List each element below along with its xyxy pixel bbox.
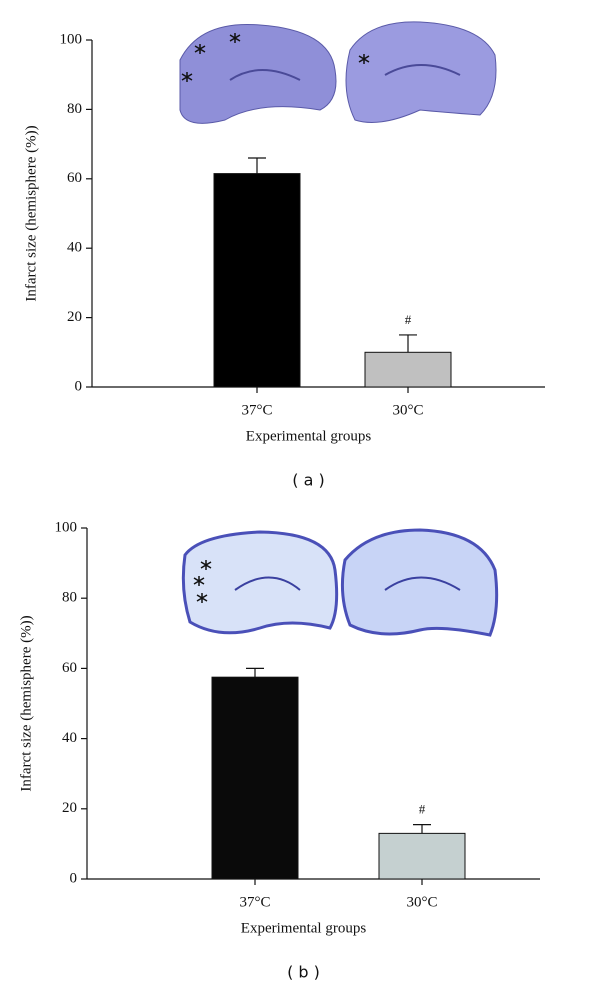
bar	[213, 173, 301, 388]
y-axis-title: Infarct size (hemisphere (%))	[23, 125, 39, 301]
y-axis-title: Infarct size (hemisphere (%))	[18, 615, 34, 791]
annotation: #	[419, 802, 426, 817]
x-tick-label: 30°C	[406, 894, 437, 910]
x-tick-label: 30°C	[392, 402, 423, 418]
y-tick-label: 100	[55, 519, 78, 535]
brain-images-b	[181, 528, 499, 637]
y-tick-label: 60	[67, 170, 82, 186]
asterisks	[193, 560, 212, 603]
y-tick-label: 20	[62, 800, 77, 816]
y-tick-label: 80	[62, 590, 77, 606]
y-tick-label: 20	[67, 309, 82, 325]
y-tick-label: 100	[60, 31, 83, 47]
x-axis-title: Experimental groups	[241, 920, 367, 936]
y-tick-label: 0	[70, 870, 78, 886]
panel-label: ( a )	[292, 471, 324, 490]
x-axis-title: Experimental groups	[246, 428, 372, 444]
x-tick-label: 37°C	[239, 894, 270, 910]
brain-images-a	[179, 21, 497, 124]
panel-label: ( b )	[287, 963, 320, 982]
x-tick-label: 37°C	[241, 402, 272, 418]
annotation: #	[405, 312, 412, 327]
y-tick-label: 40	[67, 240, 82, 256]
y-tick-label: 40	[62, 730, 77, 746]
bar	[364, 351, 452, 388]
bar	[378, 832, 466, 880]
y-tick-label: 0	[75, 378, 83, 394]
bar	[211, 676, 299, 880]
y-tick-label: 80	[67, 101, 82, 117]
y-tick-label: 60	[62, 660, 77, 676]
asterisks	[181, 33, 370, 82]
